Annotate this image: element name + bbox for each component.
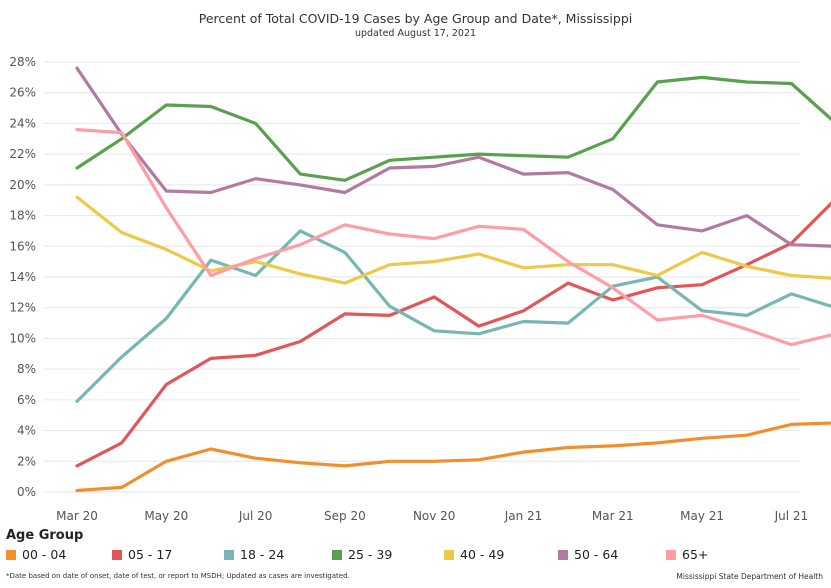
y-tick-label: 14% [9, 270, 36, 284]
legend-label: 50 - 64 [574, 547, 619, 562]
y-tick-label: 20% [9, 178, 36, 192]
y-tick-label: 16% [9, 239, 36, 253]
y-tick-label: 10% [9, 331, 36, 345]
y-tick-label: 24% [9, 116, 36, 130]
legend-item: 25 - 39 [332, 547, 392, 562]
series-line-50---64 [75, 66, 831, 248]
legend-title: Age Group [6, 528, 84, 543]
x-tick-label: Jul 21 [774, 509, 809, 523]
series-line-00---04 [75, 421, 831, 493]
legend-item: 05 - 17 [112, 547, 172, 562]
legend-swatch [6, 549, 16, 560]
y-tick-label: 0% [17, 485, 36, 499]
legend-swatch [332, 549, 342, 560]
legend-item: 40 - 49 [444, 547, 504, 562]
legend-item: 50 - 64 [558, 547, 618, 562]
legend-label: 25 - 39 [348, 547, 393, 562]
legend-label: 05 - 17 [128, 547, 173, 562]
legend-swatch [444, 549, 454, 560]
legend-swatch [224, 549, 234, 560]
legend-swatch [558, 549, 568, 560]
x-tick-label: Jan 21 [504, 509, 543, 523]
legend-item: 00 - 04 [6, 547, 66, 562]
gridlines [44, 61, 800, 493]
y-tick-label: 4% [17, 424, 36, 438]
chart-subtitle: updated August 17, 2021 [354, 28, 477, 39]
footnote: *Date based on date of onset, date of te… [6, 572, 350, 580]
y-tick-label: 26% [9, 86, 36, 100]
y-tick-label: 12% [9, 301, 36, 315]
x-axis-ticks: Mar 20 May 20 Jul 20 Sep 20 Nov 20 Jan 21 Mar … [56, 509, 808, 523]
series-line-65plus [75, 128, 831, 347]
x-tick-label: May 20 [144, 509, 188, 523]
legend-label: 18 - 24 [240, 547, 285, 562]
legend-swatch [666, 549, 676, 560]
x-tick-label: Mar 21 [592, 509, 634, 523]
y-tick-label: 22% [9, 147, 36, 161]
x-tick-label: Mar 20 [56, 509, 98, 523]
x-tick-label: Jul 20 [238, 509, 273, 523]
legend-label: 40 - 49 [460, 547, 505, 562]
series-line-18---24 [75, 229, 831, 403]
y-tick-label: 28% [9, 55, 36, 69]
legend-label: 00 - 04 [22, 547, 67, 562]
chart-title: Percent of Total COVID-19 Cases by Age G… [198, 11, 633, 26]
y-tick-label: 6% [17, 393, 36, 407]
x-tick-label: May 21 [680, 509, 724, 523]
legend: 00 - 04 05 - 17 18 - 24 25 - 39 40 - 49 50 - … [6, 547, 766, 563]
legend-label: 65+ [682, 547, 709, 562]
series-line-40---49 [75, 195, 831, 285]
x-tick-label: Nov 20 [413, 509, 456, 523]
series-line-25---39 [75, 75, 831, 182]
y-tick-label: 8% [17, 362, 36, 376]
y-axis-ticks: 0% 2% 4% 6% 8% 10% 12% 14% 16% 18% 20% 22% 24% 26% 28% [9, 55, 36, 499]
series-line-05---17 [75, 201, 831, 468]
legend-item: 65+ [666, 547, 708, 562]
legend-swatch [112, 549, 122, 560]
source-credit: Mississippi State Department of Health [676, 572, 823, 581]
x-tick-label: Sep 20 [324, 509, 366, 523]
y-tick-label: 18% [9, 209, 36, 223]
legend-item: 18 - 24 [224, 547, 284, 562]
y-tick-label: 2% [17, 454, 36, 468]
series-lines [75, 66, 831, 493]
